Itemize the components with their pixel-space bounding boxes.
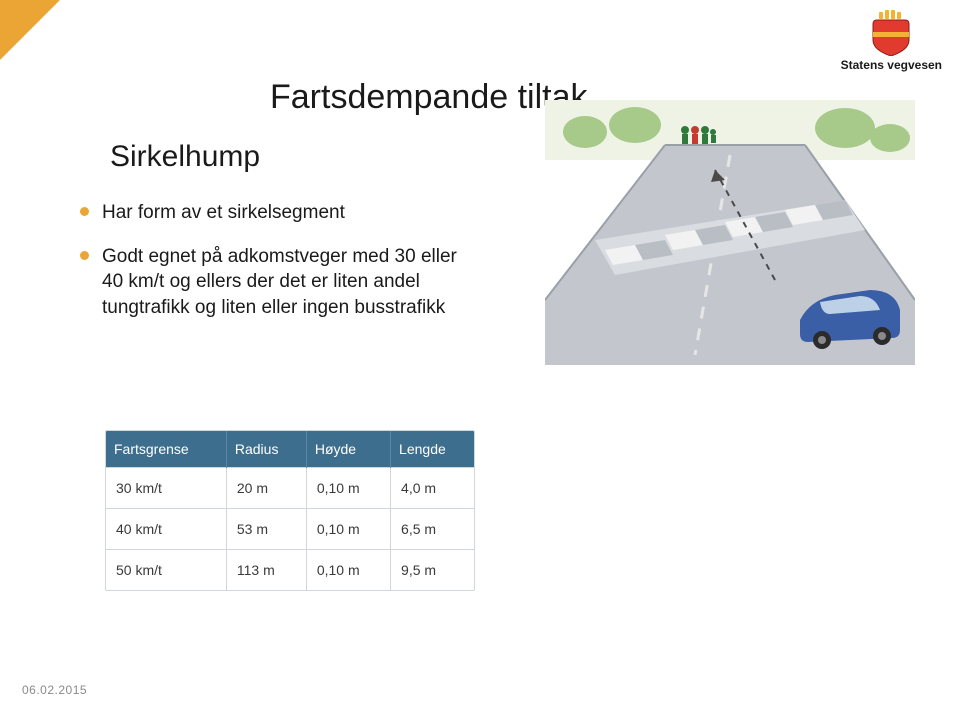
table-cell: 4,0 m <box>391 468 474 509</box>
table-cell: 0,10 m <box>306 550 390 591</box>
table-header-row: Fartsgrense Radius Høyde Lengde <box>106 431 474 468</box>
table-cell: 0,10 m <box>306 468 390 509</box>
speed-hump-illustration <box>545 100 915 365</box>
table-cell: 40 km/t <box>106 509 226 550</box>
slide-subtitle: Sirkelhump <box>110 140 260 174</box>
bullet-list: Har form av et sirkelsegment Godt egnet … <box>80 200 460 339</box>
table-cell: 113 m <box>226 550 306 591</box>
table-row: 50 km/t 113 m 0,10 m 9,5 m <box>106 550 474 591</box>
table-cell: 9,5 m <box>391 550 474 591</box>
corner-marker <box>0 0 60 60</box>
bullet-item: Godt egnet på adkomstveger med 30 eller … <box>80 244 460 321</box>
table-cell: 0,10 m <box>306 509 390 550</box>
logo-text: Statens vegvesen <box>841 58 942 72</box>
table-row: 40 km/t 53 m 0,10 m 6,5 m <box>106 509 474 550</box>
table-cell: 20 m <box>226 468 306 509</box>
date-footer: 06.02.2015 <box>22 683 87 697</box>
statens-vegvesen-shield-icon <box>863 10 919 56</box>
dimensions-table: Fartsgrense Radius Høyde Lengde 30 km/t … <box>105 430 475 591</box>
table-header-cell: Lengde <box>391 431 474 468</box>
logo-area: Statens vegvesen <box>841 10 942 72</box>
table-header-cell: Fartsgrense <box>106 431 226 468</box>
table-cell: 53 m <box>226 509 306 550</box>
table-header-cell: Høyde <box>306 431 390 468</box>
table-cell: 6,5 m <box>391 509 474 550</box>
bullet-item: Har form av et sirkelsegment <box>80 200 460 226</box>
table-row: 30 km/t 20 m 0,10 m 4,0 m <box>106 468 474 509</box>
table-cell: 50 km/t <box>106 550 226 591</box>
table-cell: 30 km/t <box>106 468 226 509</box>
table-header-cell: Radius <box>226 431 306 468</box>
slide-title: Fartsdempande tiltak <box>270 78 588 117</box>
